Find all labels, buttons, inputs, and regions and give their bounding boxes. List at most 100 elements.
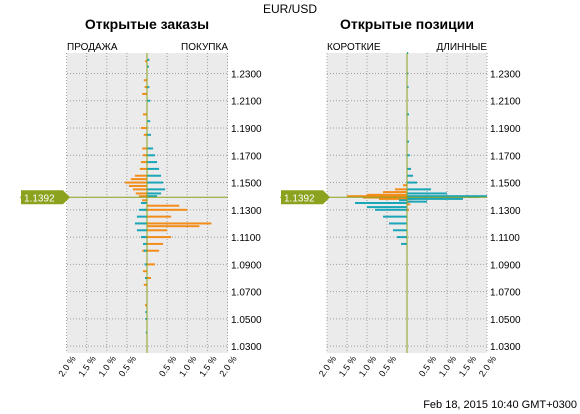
bar xyxy=(143,283,147,286)
bar xyxy=(395,188,407,191)
bar xyxy=(144,60,147,63)
bar xyxy=(393,229,407,232)
bar xyxy=(407,188,431,191)
bar xyxy=(407,72,409,75)
bar xyxy=(142,242,147,245)
bar xyxy=(147,225,200,228)
bar xyxy=(147,188,166,191)
bar xyxy=(144,263,147,266)
x-tick-label: 2.0 % xyxy=(56,354,77,379)
bar xyxy=(147,215,172,218)
bar xyxy=(142,92,147,95)
bar xyxy=(147,58,150,61)
y-tick-label: 1.2300 xyxy=(490,69,521,80)
bar xyxy=(407,192,447,195)
bar xyxy=(139,167,147,170)
bar xyxy=(145,317,147,320)
x-tick-label: 0.5 % xyxy=(417,354,438,379)
bar xyxy=(407,203,411,206)
bar xyxy=(135,192,147,195)
y-tick-label: 1.1900 xyxy=(231,124,262,135)
bar xyxy=(143,133,147,136)
y-tick-label: 1.1100 xyxy=(490,233,520,244)
bar xyxy=(147,65,150,68)
price-marker-left-label: 1.1392 xyxy=(24,193,55,204)
bar xyxy=(144,86,147,89)
bar xyxy=(147,154,156,157)
bar xyxy=(147,242,164,245)
bar xyxy=(147,229,168,232)
bar xyxy=(136,229,147,232)
x-tick-label: 1.0 % xyxy=(357,354,378,379)
bar xyxy=(147,204,180,207)
x-tick-label: 1.5 % xyxy=(76,354,97,379)
bar xyxy=(147,133,152,136)
bar xyxy=(138,195,147,198)
bar xyxy=(367,193,407,196)
x-tick-label: 2.0 % xyxy=(217,354,238,379)
x-tick-label: 0.5 % xyxy=(117,354,138,379)
y-tick-label: 1.2100 xyxy=(231,97,262,108)
timestamp: Feb 18, 2015 10:40 GMT+0300 xyxy=(423,399,577,411)
bar xyxy=(147,181,164,184)
y-tick-label: 1.1900 xyxy=(490,124,521,135)
x-tick-label: 1.5 % xyxy=(457,354,478,379)
x-tick-label: 1.5 % xyxy=(197,354,218,379)
y-tick-label: 1.0900 xyxy=(490,260,521,271)
bar xyxy=(147,249,160,252)
x-tick-label: 0.5 % xyxy=(377,354,398,379)
positions-title: Открытые позиции xyxy=(340,16,474,32)
y-tick-label: 1.2300 xyxy=(231,69,262,80)
y-tick-label: 1.0900 xyxy=(231,260,262,271)
bar xyxy=(128,184,147,187)
bar xyxy=(140,202,147,204)
bar xyxy=(142,113,147,116)
orders-left-label: ПРОДАЖА xyxy=(67,42,118,53)
price-marker-right: 1.1392 xyxy=(281,190,330,205)
y-tick-label: 1.0300 xyxy=(231,342,262,353)
bar xyxy=(147,277,152,279)
bar xyxy=(355,202,407,204)
bar xyxy=(367,206,407,209)
bar xyxy=(143,249,147,252)
bar xyxy=(399,199,407,202)
bar xyxy=(140,161,147,164)
x-tick-label: 2.0 % xyxy=(317,354,338,379)
bar xyxy=(140,127,147,129)
bar xyxy=(389,222,407,225)
bar xyxy=(407,140,409,143)
y-tick-label: 1.0500 xyxy=(231,315,262,326)
x-tick-label: 0.5 % xyxy=(157,354,178,379)
bar xyxy=(407,208,409,211)
bar xyxy=(407,167,411,170)
bar xyxy=(144,277,147,279)
bar xyxy=(144,304,147,307)
x-tick-label: 1.0 % xyxy=(437,354,458,379)
bar xyxy=(407,52,409,54)
chart-symbol: EUR/USD xyxy=(263,2,317,16)
bar xyxy=(407,200,427,203)
y-tick-label: 1.0300 xyxy=(490,342,521,353)
bar xyxy=(407,174,413,177)
bar xyxy=(142,270,147,273)
bar xyxy=(147,236,172,239)
y-tick-label: 1.1300 xyxy=(231,206,262,217)
x-tick-label: 1.0 % xyxy=(177,354,198,379)
y-tick-label: 1.1300 xyxy=(490,206,521,217)
price-marker-right-label: 1.1392 xyxy=(284,193,315,204)
bar xyxy=(403,184,407,187)
bar xyxy=(147,174,162,177)
bar xyxy=(124,181,147,184)
bar xyxy=(145,311,147,314)
bar xyxy=(142,199,147,202)
bar xyxy=(147,195,158,198)
y-tick-label: 1.1500 xyxy=(490,179,521,190)
x-tick-label: 1.0 % xyxy=(97,354,118,379)
bar xyxy=(397,236,407,239)
bar xyxy=(130,178,147,181)
bar xyxy=(147,263,156,266)
y-tick-label: 1.0700 xyxy=(231,288,262,299)
bar xyxy=(147,147,154,150)
bar xyxy=(379,197,407,200)
